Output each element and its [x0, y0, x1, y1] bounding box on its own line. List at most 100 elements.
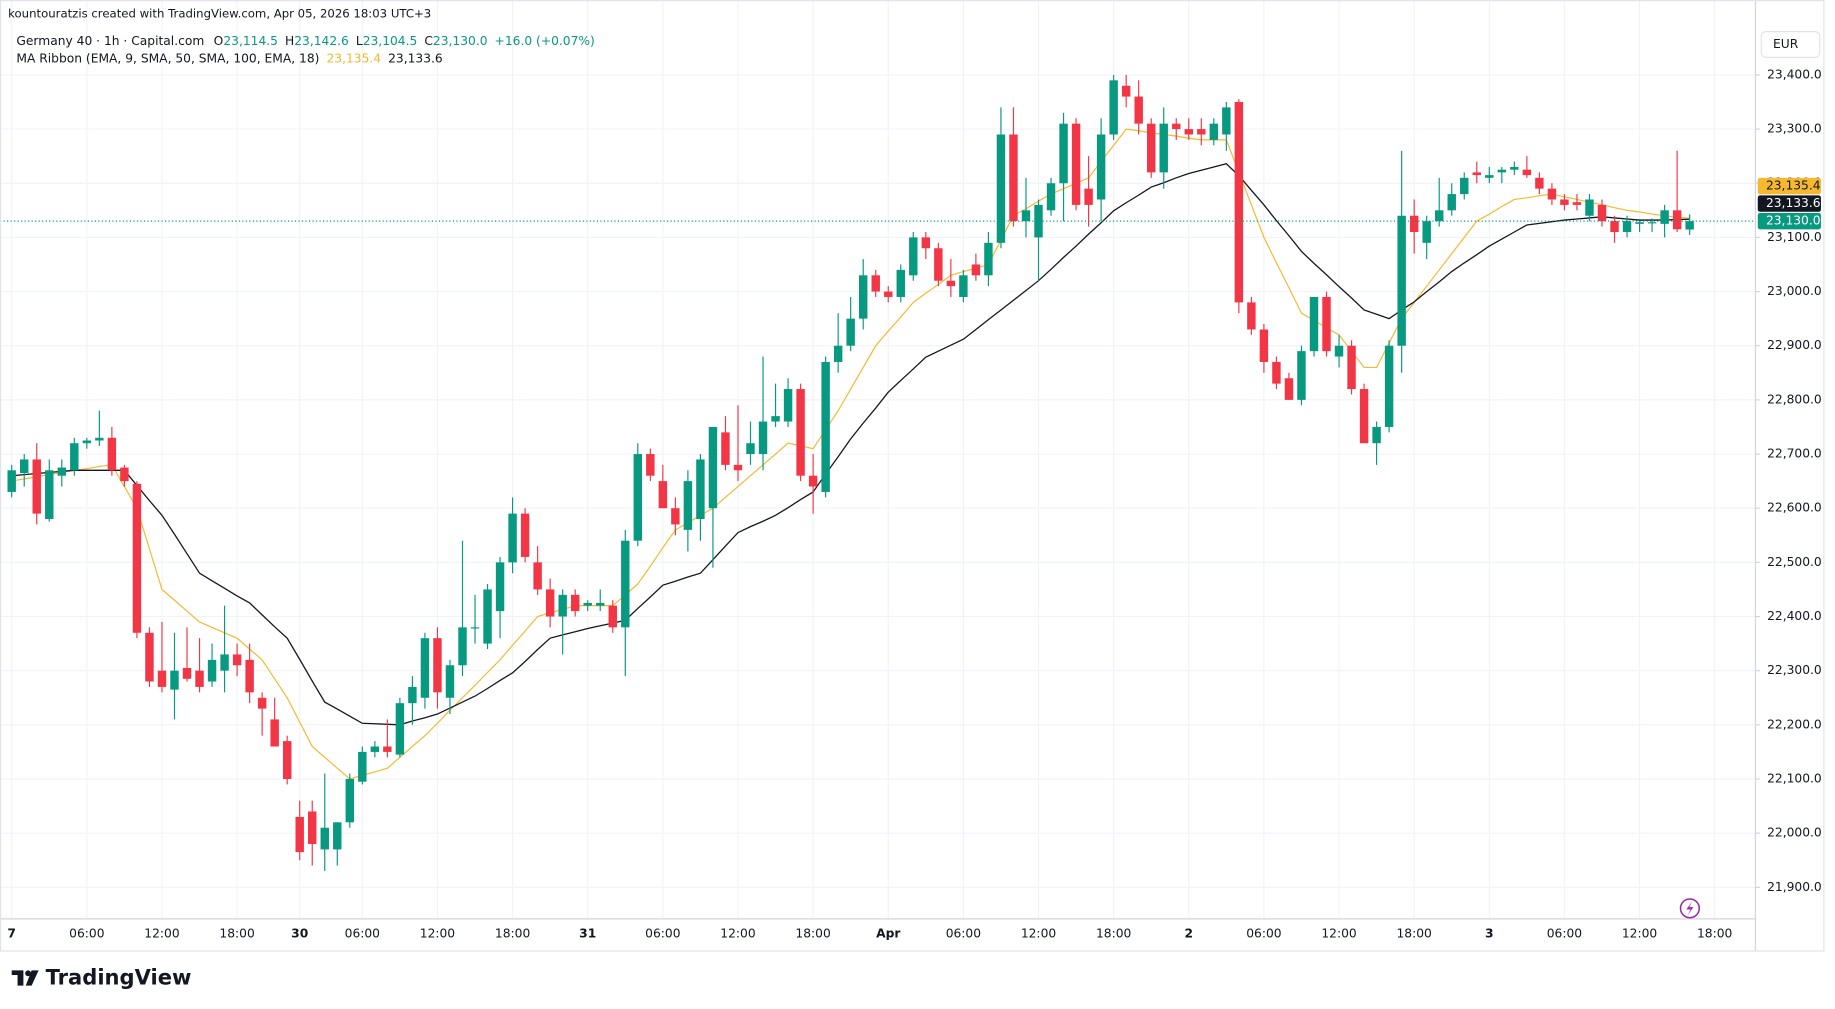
candle-body — [1372, 426, 1381, 444]
y-tick-label: 23,100.0 — [1767, 230, 1822, 244]
currency[interactable]: EUR — [1773, 37, 1799, 51]
ohlc-value: 23,114.5 — [223, 33, 278, 47]
candle-body — [1397, 215, 1406, 346]
candle-body — [1034, 204, 1043, 238]
candle-body — [783, 389, 793, 422]
indicator-name: MA Ribbon (EMA, 9, SMA, 50, SMA, 100, EM… — [16, 51, 319, 65]
events-icon[interactable] — [1679, 898, 1701, 919]
x-tick-label: 3 — [1485, 927, 1494, 941]
logo-mark — [11, 970, 24, 986]
candle-body — [1009, 134, 1018, 222]
candle-body — [32, 459, 41, 514]
candle-body — [1359, 389, 1369, 444]
candle-body — [1622, 221, 1632, 232]
ohlc-value: 23,130.0 — [433, 33, 488, 47]
candle-body — [1610, 221, 1619, 232]
candle-body — [445, 665, 455, 698]
y-tick-label: 22,500.0 — [1767, 555, 1822, 569]
candle-body — [395, 703, 405, 755]
x-tick-label: 12:00 — [1021, 927, 1056, 941]
y-tick-label: 22,600.0 — [1767, 501, 1822, 515]
candle-body — [1096, 134, 1106, 200]
candle-body — [320, 827, 329, 850]
x-tick-label: 12:00 — [1321, 927, 1356, 941]
candle-body — [170, 670, 179, 690]
events-icon-bolt — [1686, 901, 1694, 916]
candle-body — [1197, 129, 1206, 135]
x-tick-label: 12:00 — [720, 927, 755, 941]
candle-body — [383, 746, 392, 752]
candle-body — [808, 475, 818, 487]
ohlc-key: O — [214, 33, 224, 47]
candle-body — [45, 470, 54, 520]
y-tick-label: 22,900.0 — [1767, 338, 1822, 352]
candle-body — [721, 432, 730, 465]
candle-body — [308, 811, 317, 844]
candle-body — [570, 594, 580, 612]
candle-body — [858, 275, 868, 319]
candle-body — [608, 605, 617, 628]
candle-body — [1422, 221, 1431, 243]
candle-body — [621, 540, 630, 628]
candle-body — [520, 513, 530, 557]
candle-body — [1447, 194, 1456, 211]
candle-body — [1209, 123, 1219, 140]
candle-body — [1284, 378, 1294, 400]
candle-body — [20, 459, 29, 473]
candle-body — [896, 269, 905, 297]
x-tick-label: 18:00 — [1096, 927, 1131, 941]
price-badge-label: 23,133.6 — [1766, 196, 1821, 210]
change: +16.0 (+0.07%) — [495, 33, 595, 47]
candle-body — [1485, 175, 1494, 178]
candle-body — [646, 454, 655, 476]
candle-body — [1334, 345, 1344, 357]
candle-body — [1347, 345, 1356, 390]
x-tick-label: 12:00 — [144, 927, 179, 941]
candle-body — [7, 470, 16, 492]
candle-body — [758, 421, 768, 455]
y-tick-label: 22,400.0 — [1767, 609, 1822, 623]
candle-body — [1547, 188, 1557, 200]
candle-body — [909, 237, 918, 276]
candle-body — [746, 443, 755, 455]
currency-button[interactable] — [1760, 31, 1821, 58]
candle-body — [1172, 123, 1181, 130]
x-tick-label: 06:00 — [69, 927, 104, 941]
candle-body — [95, 437, 104, 441]
logo-mark — [25, 970, 32, 977]
price-badge-label: 23,135.4 — [1766, 179, 1821, 193]
candle-body — [833, 345, 843, 362]
candle-body — [358, 751, 367, 782]
candle-body — [533, 562, 542, 590]
candle-body — [182, 667, 192, 679]
indicator-legend: MA Ribbon (EMA, 9, SMA, 50, SMA, 100, EM… — [16, 51, 443, 65]
x-tick-label: 30 — [291, 927, 308, 941]
candle-body — [733, 464, 743, 471]
candle-body — [120, 467, 129, 482]
candle-body — [1434, 210, 1444, 222]
candle-body — [1597, 204, 1607, 222]
y-tick-label: 22,700.0 — [1767, 447, 1822, 461]
candle-body — [683, 481, 693, 530]
candle-body — [195, 670, 204, 687]
x-tick-label: 18:00 — [495, 927, 530, 941]
y-tick-label: 23,300.0 — [1767, 122, 1822, 136]
candle-body — [545, 589, 555, 617]
candle-body — [508, 513, 517, 563]
y-tick-label: 22,100.0 — [1767, 772, 1822, 786]
candle-body — [270, 719, 279, 747]
candle-body — [796, 389, 805, 476]
price-badge — [1757, 177, 1821, 195]
candle-body — [1297, 351, 1306, 400]
logo-mark — [25, 970, 39, 986]
candle-body — [1672, 210, 1682, 230]
candle-body — [1046, 183, 1056, 211]
candle-body — [207, 659, 217, 682]
candle-body — [1234, 101, 1244, 303]
candle-body — [1647, 222, 1657, 224]
candle-body — [1497, 169, 1507, 173]
ohlc-value: 23,142.6 — [294, 33, 349, 47]
x-tick-label: 06:00 — [946, 927, 981, 941]
